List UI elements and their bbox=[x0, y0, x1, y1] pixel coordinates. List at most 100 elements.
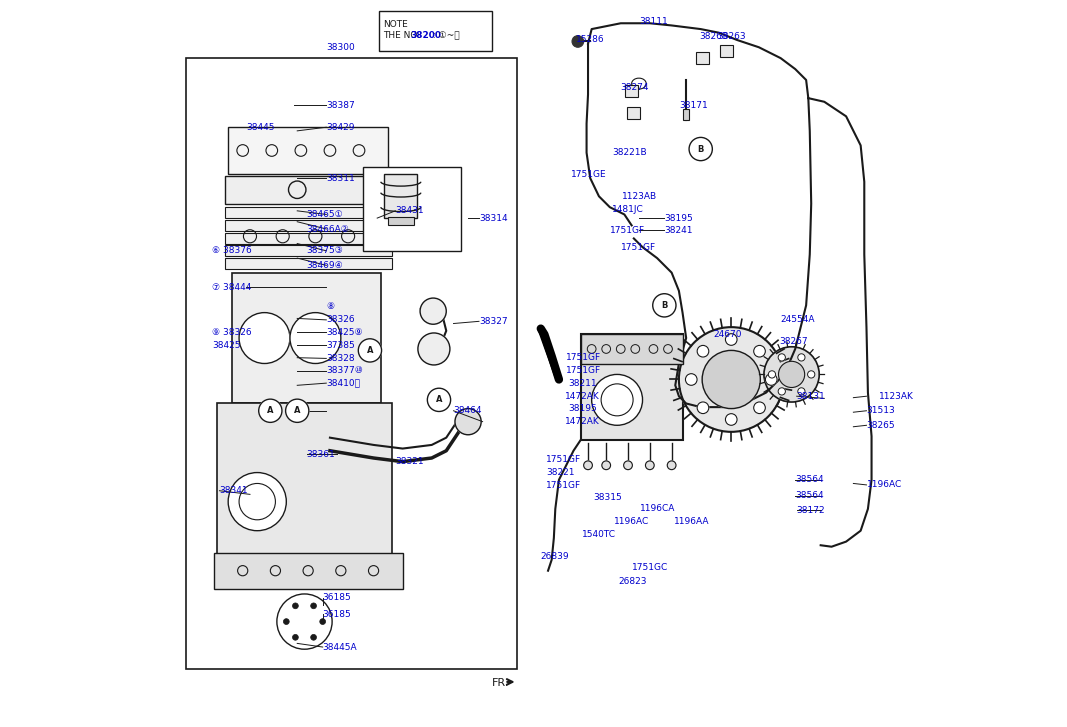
Circle shape bbox=[726, 414, 737, 425]
Circle shape bbox=[697, 345, 708, 357]
Text: 24670: 24670 bbox=[714, 330, 743, 339]
Text: 1123AB: 1123AB bbox=[622, 192, 657, 201]
Text: 38314: 38314 bbox=[479, 214, 508, 222]
Bar bbox=[388, 217, 414, 225]
Bar bbox=[696, 52, 708, 64]
Text: 1196CA: 1196CA bbox=[640, 505, 675, 513]
Text: 38445A: 38445A bbox=[322, 643, 357, 651]
Circle shape bbox=[276, 594, 332, 649]
Text: 38265: 38265 bbox=[866, 421, 895, 430]
Text: A: A bbox=[294, 406, 301, 415]
Text: 1123AK: 1123AK bbox=[879, 392, 913, 401]
Text: 38274: 38274 bbox=[621, 83, 649, 92]
Text: 38425: 38425 bbox=[212, 341, 241, 350]
Text: 38564: 38564 bbox=[795, 491, 824, 500]
Text: B: B bbox=[662, 301, 668, 310]
Text: 38327: 38327 bbox=[479, 317, 508, 326]
Text: A: A bbox=[367, 346, 373, 355]
Circle shape bbox=[667, 461, 676, 470]
Bar bbox=[224, 207, 392, 218]
Bar bbox=[224, 220, 392, 231]
Text: 26823: 26823 bbox=[619, 577, 647, 586]
Text: 38267: 38267 bbox=[779, 337, 808, 346]
Circle shape bbox=[310, 603, 317, 608]
Text: 38410⑪: 38410⑪ bbox=[327, 379, 361, 387]
Text: THE NO.: THE NO. bbox=[383, 31, 420, 40]
Circle shape bbox=[779, 361, 805, 387]
Text: 1751GF: 1751GF bbox=[567, 353, 602, 362]
Circle shape bbox=[290, 313, 340, 364]
Bar bbox=[224, 258, 392, 269]
Circle shape bbox=[768, 371, 776, 378]
Bar bbox=[363, 167, 461, 251]
Text: 38111: 38111 bbox=[639, 17, 668, 26]
Text: 38321: 38321 bbox=[396, 457, 424, 466]
Text: 38311: 38311 bbox=[327, 174, 355, 182]
Text: : ①~⑪: : ①~⑪ bbox=[430, 31, 460, 40]
Circle shape bbox=[239, 313, 290, 364]
Circle shape bbox=[584, 461, 592, 470]
Text: 38466A②: 38466A② bbox=[306, 225, 350, 233]
Circle shape bbox=[765, 374, 777, 385]
Text: 38263: 38263 bbox=[717, 32, 746, 41]
Text: 38425⑨: 38425⑨ bbox=[327, 328, 363, 337]
Bar bbox=[683, 109, 689, 120]
Circle shape bbox=[258, 399, 282, 422]
Text: 1481JC: 1481JC bbox=[612, 205, 643, 214]
Circle shape bbox=[697, 402, 708, 414]
Text: FR.: FR. bbox=[492, 678, 509, 688]
Text: B: B bbox=[698, 145, 704, 153]
Text: 1196AC: 1196AC bbox=[866, 481, 902, 489]
Bar bbox=[224, 233, 392, 244]
Text: 1751GC: 1751GC bbox=[632, 563, 668, 571]
Text: ⑧: ⑧ bbox=[327, 302, 334, 311]
Text: 1751GF: 1751GF bbox=[546, 455, 582, 464]
Circle shape bbox=[653, 294, 676, 317]
Text: 37385: 37385 bbox=[327, 341, 355, 350]
Circle shape bbox=[420, 298, 446, 324]
Circle shape bbox=[726, 334, 737, 345]
Text: 38221: 38221 bbox=[546, 468, 574, 477]
Text: 38300: 38300 bbox=[327, 43, 355, 52]
Text: 1540TC: 1540TC bbox=[583, 530, 617, 539]
Circle shape bbox=[753, 345, 765, 357]
Text: NOTE: NOTE bbox=[383, 20, 408, 28]
Bar bbox=[213, 553, 402, 589]
Bar bbox=[186, 58, 516, 669]
Circle shape bbox=[798, 354, 805, 361]
Text: 1751GF: 1751GF bbox=[621, 243, 656, 252]
Circle shape bbox=[572, 36, 584, 47]
Text: 38326: 38326 bbox=[327, 316, 355, 324]
Circle shape bbox=[228, 473, 286, 531]
Text: 1751GF: 1751GF bbox=[546, 481, 582, 490]
Text: 36185: 36185 bbox=[322, 593, 351, 602]
Circle shape bbox=[778, 387, 785, 395]
Text: 38131: 38131 bbox=[797, 392, 826, 401]
Text: 38445: 38445 bbox=[246, 123, 275, 132]
Text: 24554A: 24554A bbox=[781, 316, 815, 324]
Text: 38429: 38429 bbox=[327, 123, 355, 132]
Text: 36185: 36185 bbox=[322, 610, 351, 619]
Text: 38315: 38315 bbox=[593, 494, 622, 502]
Circle shape bbox=[286, 399, 308, 422]
Text: A: A bbox=[435, 395, 442, 404]
Text: 38200: 38200 bbox=[410, 31, 441, 40]
Circle shape bbox=[418, 333, 450, 365]
Text: 15286: 15286 bbox=[576, 36, 604, 44]
Circle shape bbox=[602, 461, 610, 470]
Circle shape bbox=[292, 603, 299, 608]
Circle shape bbox=[320, 619, 325, 624]
Text: 38361: 38361 bbox=[306, 450, 335, 459]
Circle shape bbox=[428, 388, 450, 411]
Bar bbox=[384, 174, 417, 218]
Circle shape bbox=[455, 409, 481, 435]
Circle shape bbox=[685, 374, 697, 385]
Text: 1751GE: 1751GE bbox=[571, 170, 606, 179]
Text: 38564: 38564 bbox=[795, 475, 824, 484]
Bar bbox=[580, 334, 683, 364]
Circle shape bbox=[310, 635, 317, 640]
Bar bbox=[625, 85, 638, 97]
Text: 1472AK: 1472AK bbox=[564, 392, 600, 401]
Text: 38465①: 38465① bbox=[306, 210, 344, 219]
Circle shape bbox=[359, 339, 382, 362]
